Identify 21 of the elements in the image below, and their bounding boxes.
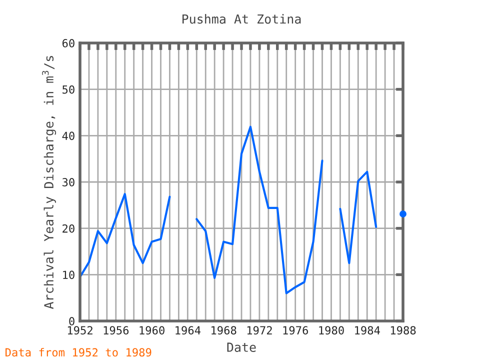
x-tick-label: 1956 — [104, 326, 129, 335]
x-tick-label: 1972 — [247, 326, 272, 335]
x-tick-label: 1980 — [319, 326, 344, 335]
y-tick-label: 40 — [62, 132, 74, 140]
y-axis-title: Archival Yearly Discharge, in m$^{3}$/s — [42, 56, 56, 309]
chart-title: Pushma At Zotina — [182, 14, 301, 24]
x-axis-title: Date — [227, 342, 256, 352]
y-tick-label: 20 — [62, 224, 74, 233]
y-tick-label: 60 — [62, 39, 74, 48]
text: Data from 1952 to 1989 — [6, 348, 152, 357]
x-tick-label: 1988 — [390, 326, 416, 335]
x-tick-label: 1960 — [140, 326, 164, 335]
x-tick-label: 1976 — [283, 326, 308, 335]
y-tick-label: 0 — [69, 317, 74, 326]
y-tick-label: 30 — [62, 178, 74, 186]
x-tick-label: 1968 — [212, 326, 236, 335]
x-tick-label: 1984 — [355, 326, 380, 335]
x-tick-label: 1964 — [176, 326, 201, 335]
y-tick-label: 10 — [63, 270, 74, 280]
y-tick-label: 50 — [62, 85, 74, 94]
x-tick-label: 1952 — [68, 326, 92, 335]
